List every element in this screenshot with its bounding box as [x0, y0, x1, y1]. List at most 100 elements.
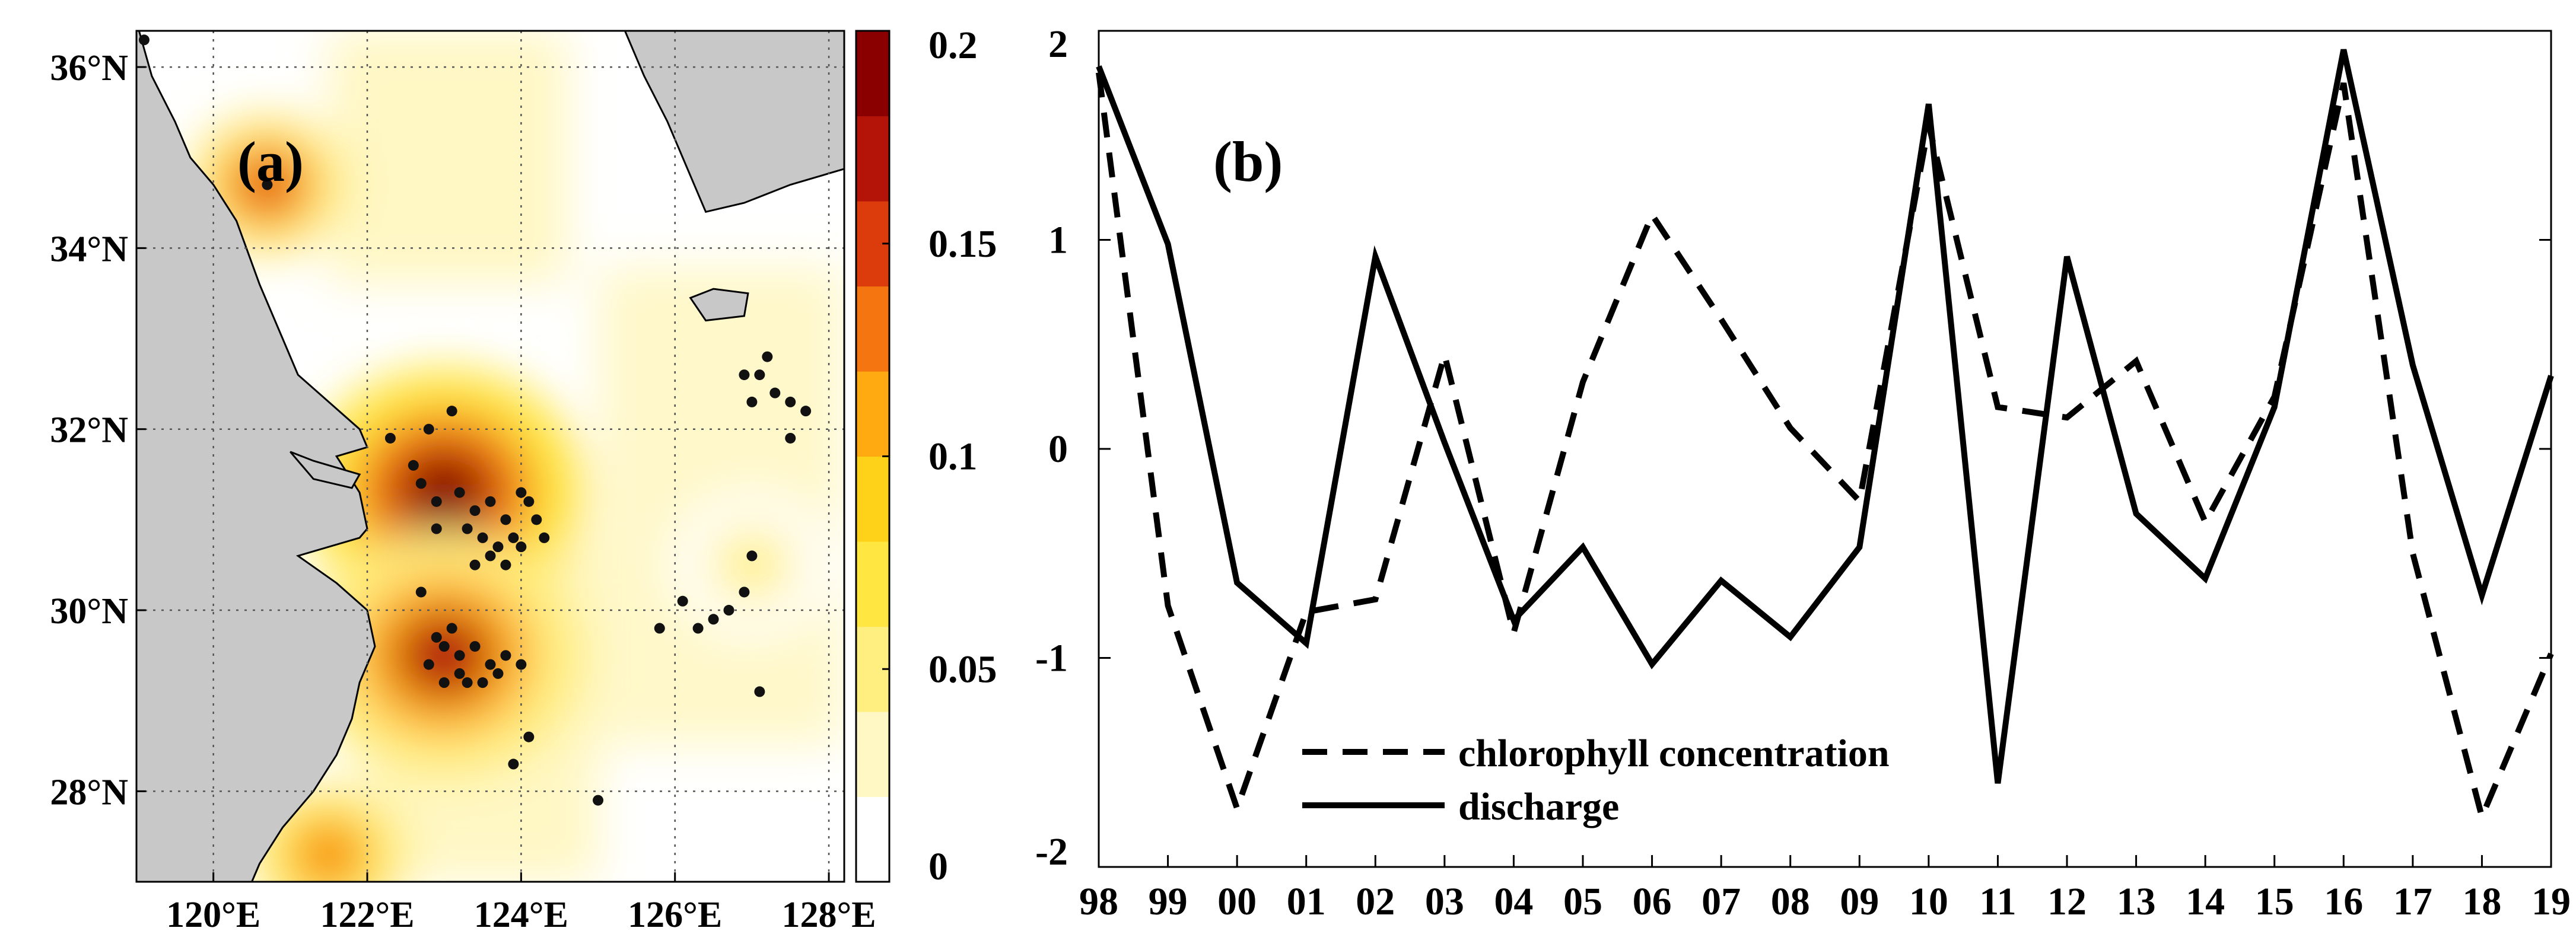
colorbar-block — [856, 158, 889, 180]
x-tick-label: 04 — [1494, 880, 1533, 923]
tick-label-lon: 120°E — [166, 895, 260, 935]
colorbar-block — [856, 860, 889, 882]
station-dot — [746, 396, 758, 407]
colorbar-block — [856, 712, 889, 734]
colorbar-block — [856, 350, 889, 372]
legend: chlorophyll concentration discharge — [1302, 732, 1890, 828]
station-dot — [654, 623, 665, 634]
korea-peninsula — [624, 31, 844, 213]
jeju-island — [689, 288, 749, 322]
colorbar-tick-label: 0 — [928, 845, 948, 888]
x-tick-label: 08 — [1771, 880, 1810, 923]
tick-label-lat: 34°N — [50, 229, 128, 269]
station-dot — [477, 532, 488, 543]
station-dot — [408, 460, 419, 471]
map-panel: 120°E 122°E 124°E 126°E 128°E 28°N 30°N 32°N 34°… — [50, 30, 876, 935]
y-tick-label: 2 — [1048, 23, 1068, 66]
station-dot — [462, 523, 473, 534]
x-tick-label: 09 — [1840, 880, 1879, 923]
station-dot — [438, 641, 450, 652]
x-tick-label: 11 — [1979, 880, 2016, 923]
line-chart-panel: 98 99 00 01 02 03 04 05 06 07 08 09 10 11 12 13 14 15 16 17… — [1035, 23, 2571, 923]
x-tick-label: 13 — [2117, 880, 2156, 923]
colorbar-block — [856, 818, 889, 840]
station-dot — [754, 369, 765, 381]
colorbar-tick-label: 0.1 — [928, 435, 978, 479]
station-dot — [384, 432, 396, 444]
x-tick-label: 03 — [1425, 880, 1464, 923]
x-tick-label: 17 — [2393, 880, 2432, 923]
colorbar-tick-label: 0.05 — [928, 648, 997, 691]
station-dot — [431, 632, 442, 643]
colorbar-block — [856, 286, 889, 308]
map-axis-ticks: 120°E 122°E 124°E 126°E 128°E 28°N 30°N 32°N 34°… — [50, 48, 876, 935]
colorbar-block — [856, 754, 889, 776]
station-dot — [523, 496, 535, 507]
colorbar-block — [856, 413, 889, 436]
station-dot — [516, 659, 527, 670]
x-tick-label: 98 — [1079, 880, 1118, 923]
colorbar-block — [856, 456, 889, 478]
tick-label-lon: 128°E — [781, 895, 876, 935]
colorbar-block — [856, 180, 889, 202]
station-dot — [723, 605, 734, 616]
station-dot — [746, 550, 758, 562]
station-dot — [469, 559, 481, 570]
station-dot — [477, 677, 488, 688]
colorbar-block — [856, 839, 889, 861]
station-dot — [500, 650, 511, 661]
station-dot — [262, 179, 273, 190]
station-dot — [492, 668, 504, 679]
yellow-sea-low-value — [329, 31, 568, 285]
x-tick-label: 18 — [2462, 880, 2501, 923]
colorbar-block — [856, 31, 889, 53]
station-dot — [500, 559, 511, 570]
colorbar-block — [856, 137, 889, 159]
colorbar-block — [856, 435, 889, 457]
hotspot-core — [301, 829, 357, 880]
colorbar-block — [856, 562, 889, 585]
station-dot — [415, 586, 427, 598]
colorbar-block — [856, 116, 889, 138]
x-tick-label: 14 — [2186, 880, 2225, 923]
station-dot — [485, 496, 496, 507]
colorbar-tick-label: 0.2 — [928, 24, 978, 67]
concentration-blur-group — [186, 31, 844, 882]
station-dot — [739, 369, 750, 381]
tick-label-lon: 122°E — [320, 895, 414, 935]
colorbar-block — [856, 669, 889, 691]
station-dot — [446, 406, 457, 417]
chlorophyll-line — [1096, 72, 2554, 826]
colorbar-block — [856, 243, 889, 266]
hotspot-core — [724, 540, 780, 591]
station-dot — [762, 351, 773, 362]
station-dot — [462, 677, 473, 688]
colorbar: 0 0.05 0.1 0.15 0.2 — [855, 24, 997, 888]
station-dot — [754, 686, 765, 697]
station-dot — [539, 532, 550, 543]
x-tick-label: 12 — [2047, 880, 2087, 923]
tick-label-lat: 28°N — [50, 772, 128, 812]
colorbar-block — [856, 796, 889, 818]
y-tick-label: -2 — [1035, 830, 1068, 873]
colorbar-block — [856, 626, 889, 648]
station-dot — [431, 496, 442, 507]
colorbar-block — [856, 329, 889, 350]
station-dot — [438, 677, 450, 688]
colorbar-block — [856, 264, 889, 287]
colorbar-block — [856, 73, 889, 95]
colorbar-block — [856, 499, 889, 521]
colorbar-block — [856, 371, 889, 393]
station-dot — [531, 514, 542, 525]
colorbar-block — [856, 94, 889, 117]
station-dot — [415, 478, 427, 489]
tick-label-lon: 124°E — [474, 895, 568, 935]
legend-label-chlorophyll: chlorophyll concentration — [1458, 732, 1890, 775]
colorbar-block — [856, 690, 889, 712]
station-dot — [454, 668, 465, 679]
colorbar-ticks: 0 0.05 0.1 0.15 0.2 — [882, 24, 997, 888]
station-dot — [677, 595, 688, 607]
hotspot-core — [395, 448, 494, 537]
colorbar-block — [856, 52, 889, 74]
